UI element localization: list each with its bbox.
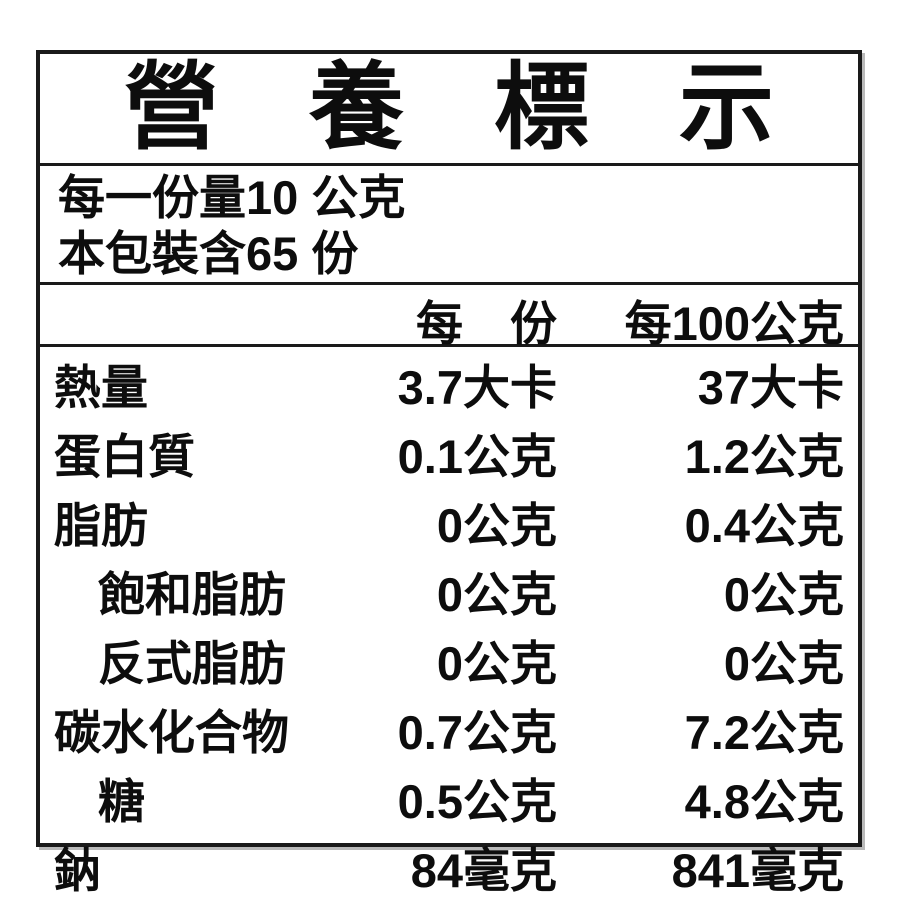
- nutrient-row-sugar: 糖 0.5公克 4.8公克: [40, 763, 858, 832]
- nutrient-name: 碳水化合物: [54, 706, 289, 759]
- nutrient-name: 反式脂肪: [98, 637, 286, 690]
- nutrient-name: 蛋白質: [54, 430, 195, 483]
- nutrient-per-100g: 841毫克: [671, 844, 844, 897]
- nutrient-per-100g: 0公克: [723, 568, 844, 621]
- nutrient-row-saturated-fat: 飽和脂肪 0公克 0公克: [40, 556, 858, 625]
- nutrient-per-serving: 0公克: [436, 637, 557, 690]
- servings-per-package-line: 本包裝含65 份: [58, 227, 359, 280]
- nutrient-per-serving: 0.5公克: [397, 775, 557, 828]
- nutrient-per-serving: 84毫克: [410, 844, 557, 897]
- nutrient-per-serving: 0.1公克: [397, 430, 557, 483]
- nutrient-per-100g: 4.8公克: [684, 775, 844, 828]
- nutrient-row-calories: 熱量 3.7大卡 37大卡: [40, 349, 858, 418]
- column-header-row: 每 份 每100公克: [40, 285, 858, 350]
- label-title: 營養標示: [124, 55, 865, 161]
- nutrient-name: 糖: [98, 775, 145, 828]
- column-header-per-serving: 每 份: [416, 297, 557, 350]
- nutrient-per-100g: 1.2公克: [684, 430, 844, 483]
- nutrient-name: 脂肪: [54, 499, 148, 552]
- nutrition-label: 營養標示 每一份量10 公克 本包裝含65 份 每 份 每100公克 熱量 3.…: [36, 50, 862, 897]
- nutrient-name: 鈉: [54, 844, 101, 897]
- nutrient-per-serving: 0公克: [436, 499, 557, 552]
- nutrient-per-serving: 0公克: [436, 568, 557, 621]
- nutrition-table-body: 熱量 3.7大卡 37大卡 蛋白質 0.1公克 1.2公克 脂肪 0公克 0.4…: [40, 347, 858, 905]
- nutrient-row-protein: 蛋白質 0.1公克 1.2公克: [40, 418, 858, 487]
- nutrient-per-100g: 0.4公克: [684, 499, 844, 552]
- nutrient-per-100g: 0公克: [723, 637, 844, 690]
- nutrient-per-100g: 7.2公克: [684, 706, 844, 759]
- nutrient-name: 熱量: [54, 361, 148, 414]
- nutrient-per-serving: 0.7公克: [397, 706, 557, 759]
- nutrient-per-serving: 3.7大卡: [397, 361, 557, 414]
- nutrient-row-sodium: 鈉 84毫克 841毫克: [40, 832, 858, 901]
- label-title-section: 營養標示: [40, 54, 858, 166]
- nutrient-per-100g: 37大卡: [697, 361, 844, 414]
- nutrient-name: 飽和脂肪: [98, 568, 286, 621]
- nutrient-row-carbohydrate: 碳水化合物 0.7公克 7.2公克: [40, 694, 858, 763]
- serving-info-section: 每一份量10 公克 本包裝含65 份: [40, 166, 858, 285]
- nutrient-row-fat: 脂肪 0公克 0.4公克: [40, 487, 858, 556]
- serving-size-line: 每一份量10 公克: [58, 171, 406, 224]
- nutrient-row-trans-fat: 反式脂肪 0公克 0公克: [40, 625, 858, 694]
- column-header-per-100g: 每100公克: [624, 297, 844, 350]
